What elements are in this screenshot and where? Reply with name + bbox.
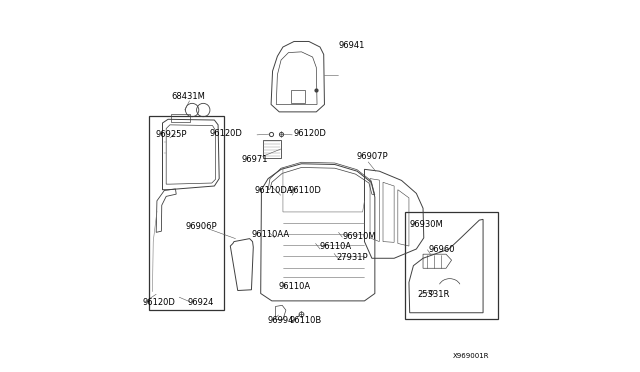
Text: 96960: 96960 (428, 245, 454, 254)
Text: 96941: 96941 (339, 41, 365, 50)
Text: 96907P: 96907P (356, 152, 388, 161)
Text: 96120D: 96120D (209, 129, 242, 138)
Text: 96924: 96924 (188, 298, 214, 307)
Text: 96110A: 96110A (278, 282, 310, 291)
Text: 96930M: 96930M (410, 221, 444, 230)
Text: 25331R: 25331R (417, 290, 449, 299)
Text: 96906P: 96906P (186, 221, 218, 231)
Text: 96110D: 96110D (289, 186, 321, 195)
Text: X969001R: X969001R (453, 353, 490, 359)
Text: 96925P: 96925P (155, 130, 187, 140)
Text: 96910M: 96910M (343, 231, 376, 241)
Text: 96971: 96971 (241, 155, 268, 164)
Text: 96120D: 96120D (293, 129, 326, 138)
Text: 96110AA: 96110AA (252, 230, 289, 240)
Text: 96120D: 96120D (143, 298, 176, 307)
Text: 96110B: 96110B (290, 316, 322, 325)
Text: 68431M: 68431M (171, 92, 205, 101)
Text: 96110DA: 96110DA (254, 186, 292, 195)
Text: 96110A: 96110A (319, 241, 351, 250)
Text: 27931P: 27931P (337, 253, 368, 262)
Text: 96994: 96994 (268, 316, 294, 325)
